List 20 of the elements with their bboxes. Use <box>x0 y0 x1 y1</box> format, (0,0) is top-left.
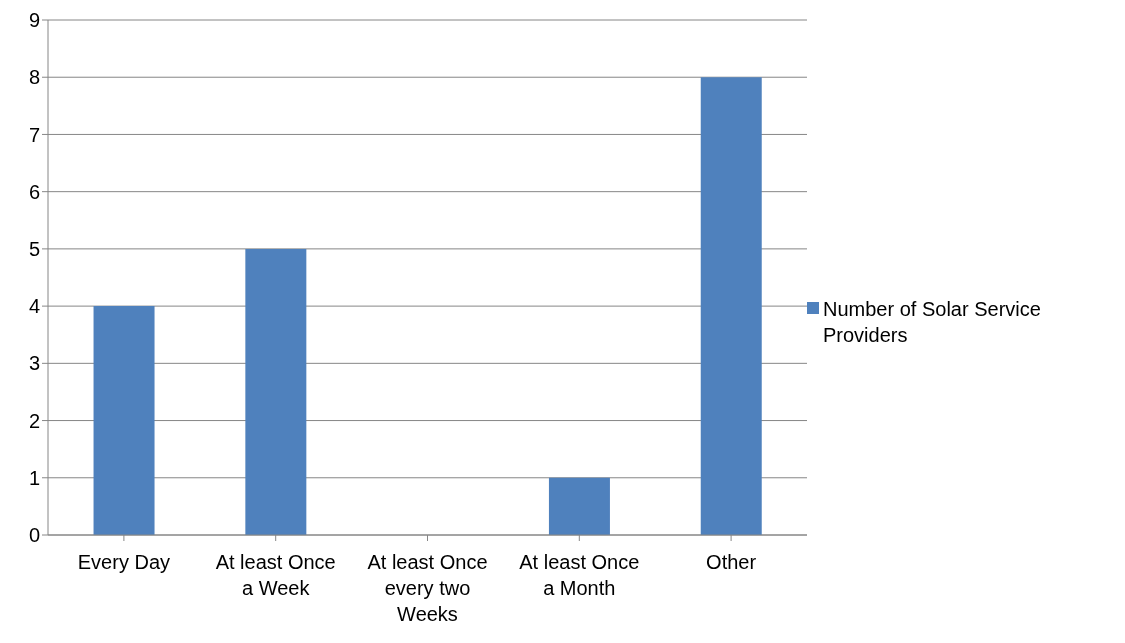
bar <box>93 306 155 535</box>
bar <box>548 477 610 535</box>
x-tick-label: Other <box>706 551 757 573</box>
y-tick-label: 7 <box>28 123 40 146</box>
bar <box>700 77 762 535</box>
x-tick-label: At least Once a Week <box>215 551 336 599</box>
y-tick-label: 3 <box>28 352 40 375</box>
x-tick-label: At least Once a Month <box>519 551 640 599</box>
x-tick-label: At least Once every two Weeks <box>367 551 488 625</box>
legend-label: Number of Solar Service Providers <box>823 296 1042 348</box>
bar <box>245 248 307 535</box>
y-tick-label: 5 <box>28 237 40 260</box>
y-tick-label: 2 <box>28 409 40 432</box>
y-tick-label: 9 <box>28 9 40 32</box>
y-tick-label: 0 <box>28 524 40 547</box>
y-tick-label: 8 <box>28 66 40 89</box>
y-tick-label: 4 <box>28 295 40 318</box>
x-tick-label: Every Day <box>77 551 171 573</box>
y-tick-label: 6 <box>28 180 40 203</box>
y-tick-label: 1 <box>28 466 40 489</box>
